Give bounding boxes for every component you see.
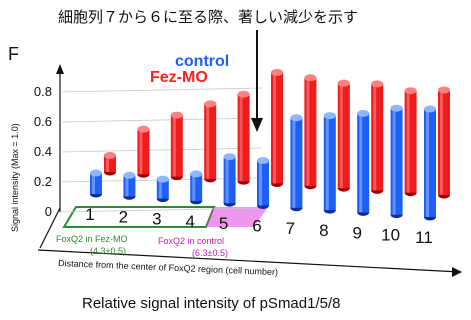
fez-bar xyxy=(170,111,183,181)
x-axis xyxy=(37,249,461,273)
control-bar xyxy=(323,112,336,214)
fez-bar xyxy=(337,79,350,192)
fez-bar xyxy=(104,152,116,176)
caption: Relative signal intensity of pSmad1/5/8 xyxy=(82,295,340,312)
depth-axis xyxy=(39,207,61,249)
x-tick-label: 8 xyxy=(319,221,328,240)
gridline xyxy=(59,87,263,93)
x-tick-label: 6 xyxy=(252,217,261,236)
control-region-highlight xyxy=(64,207,268,227)
control-bar xyxy=(390,104,403,219)
x-tick-label: 4 xyxy=(185,212,194,231)
region-control-label: FoxQ2 in control xyxy=(158,236,224,246)
x-tick-label: 9 xyxy=(352,223,361,242)
x-tick-label: 5 xyxy=(219,214,228,233)
fez-bar xyxy=(237,90,250,185)
bars xyxy=(90,69,450,221)
control-bar xyxy=(424,105,436,221)
control-bar xyxy=(90,169,102,198)
y-tick-label: 0.8 xyxy=(34,84,52,99)
x-tick-label: 7 xyxy=(286,219,295,238)
fez-bar xyxy=(137,125,150,178)
control-bar xyxy=(223,153,236,207)
fez-bar xyxy=(204,100,217,183)
control-bar xyxy=(290,114,303,212)
annotation-text: 細胞列７から６に至る際、著しい減少を示す xyxy=(58,8,358,26)
gridline xyxy=(59,117,263,123)
corner-label: F xyxy=(8,44,19,64)
annotation-arrowhead xyxy=(251,118,263,132)
control-bar xyxy=(123,171,136,200)
control-bar xyxy=(357,109,370,216)
y-tick-label: 0.6 xyxy=(34,114,52,129)
x-tick-label: 11 xyxy=(415,228,433,247)
gridline xyxy=(59,147,263,153)
y-tick-label: 0.2 xyxy=(34,174,52,189)
legend-control: control xyxy=(175,53,229,70)
x-tick-label: 1 xyxy=(85,205,94,224)
control-bar xyxy=(156,175,169,203)
region-fez-label: FoxQ2 in Fez-MO xyxy=(56,234,128,244)
control-bar xyxy=(257,157,269,209)
y-tick-label: 0.4 xyxy=(34,144,52,159)
gridline xyxy=(59,207,263,213)
x-axis-arrow xyxy=(452,267,462,277)
fez-bar xyxy=(404,87,417,197)
x-tick-label: 3 xyxy=(152,210,161,229)
fez-bar xyxy=(438,86,450,199)
x-tick-label: 10 xyxy=(381,226,400,245)
legend-fez-mo: Fez-MO xyxy=(150,69,208,86)
chart-base xyxy=(37,64,462,277)
region-control-value: (6.3±0.5) xyxy=(192,248,228,258)
y-axis-arrow xyxy=(56,64,64,74)
tick-labels: 0 0.2 0.4 0.6 0.8 1 2 3 4 5 6 7 8 9 10 11 xyxy=(34,84,433,247)
fez-bar xyxy=(271,69,283,187)
region-fez-value: (4.3±0.5) xyxy=(90,246,126,256)
fez-bar xyxy=(371,80,384,194)
y-axis-label: Signal intensity (Max = 1.0) xyxy=(10,123,20,232)
fez-bar xyxy=(304,74,317,190)
x-tick-label: 2 xyxy=(119,207,128,226)
control-bar xyxy=(190,170,203,205)
y-tick-label: 0 xyxy=(45,204,52,219)
